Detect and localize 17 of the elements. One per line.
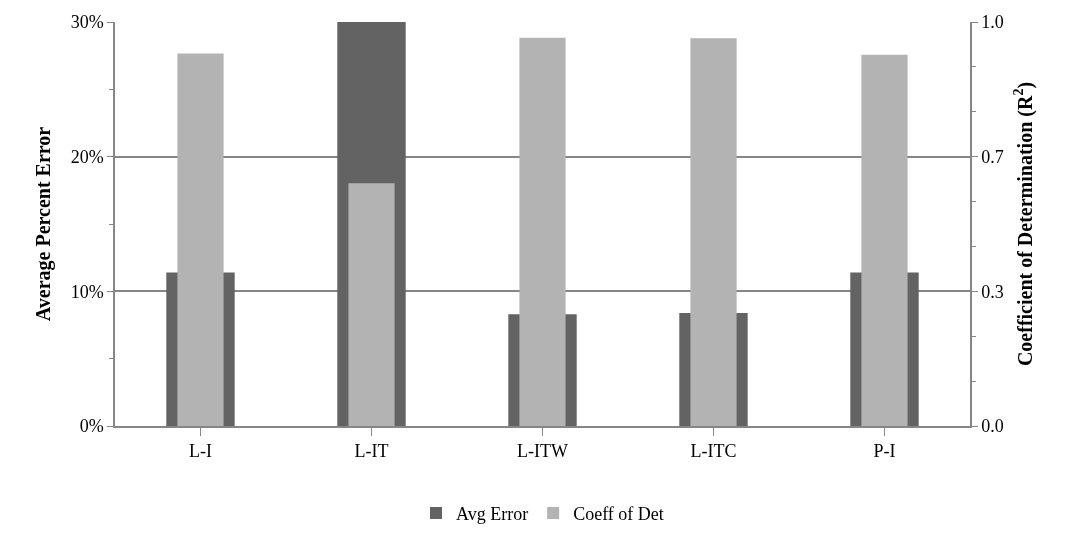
y-tick-label: 10% <box>70 281 104 302</box>
y2-tick-label: 0.3 <box>981 281 1004 302</box>
y-tick-label: 30% <box>70 12 104 33</box>
legend-label: Coeff of Det <box>573 503 664 524</box>
y2-tick-label: 0.7 <box>981 146 1004 167</box>
y-tick-label: 20% <box>70 146 104 167</box>
y-tick-label: 0% <box>79 416 104 437</box>
x-tick-label: L-ITW <box>517 441 568 462</box>
x-tick-label: P-I <box>873 441 896 462</box>
y2-tick-label: 1.0 <box>981 12 1004 33</box>
x-tick-label: L-IT <box>354 441 389 462</box>
x-tick-label: L-I <box>189 441 212 462</box>
legend-label: Avg Error <box>456 503 529 524</box>
x-tick-label: L-ITC <box>690 441 737 462</box>
y-axis-title: Average Percent Error <box>31 126 55 322</box>
bar <box>348 183 395 426</box>
y2-tick-label: 0.0 <box>981 416 1004 437</box>
